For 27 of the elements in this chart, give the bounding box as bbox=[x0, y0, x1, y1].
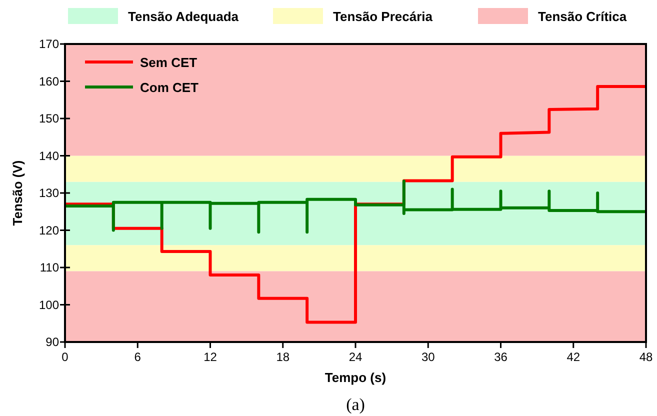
y-tick-label: 90 bbox=[46, 335, 60, 349]
y-axis-title: Tensão (V) bbox=[10, 160, 25, 226]
x-tick-label: 36 bbox=[494, 350, 508, 364]
y-tick-label: 140 bbox=[38, 148, 60, 163]
x-tick-label: 24 bbox=[348, 350, 362, 364]
legend-label: Tensão Adequada bbox=[128, 9, 240, 24]
y-tick-label: 150 bbox=[38, 112, 60, 126]
x-tick-label: 18 bbox=[276, 350, 290, 364]
legend-label: Com CET bbox=[140, 80, 199, 95]
line-series bbox=[65, 180, 646, 234]
y-tick-label: 170 bbox=[38, 37, 60, 51]
legend-label: Tensão Crítica bbox=[538, 9, 628, 24]
x-tick-label: 30 bbox=[421, 350, 436, 364]
x-tick-label: 0 bbox=[62, 350, 69, 364]
x-tick-label: 6 bbox=[134, 350, 142, 364]
x-tick-label: 42 bbox=[566, 350, 580, 364]
legend-label: Sem CET bbox=[140, 55, 198, 70]
text: (a) bbox=[346, 395, 365, 414]
legend-label: Tensão Precária bbox=[333, 9, 434, 24]
y-tick-label: 120 bbox=[38, 223, 60, 238]
x-tick-label: 12 bbox=[204, 350, 218, 364]
y-tick-label: 130 bbox=[38, 186, 60, 200]
x-tick-label: 48 bbox=[639, 350, 653, 364]
y-tick-label: 160 bbox=[38, 74, 60, 88]
y-tick-label: 110 bbox=[40, 260, 60, 274]
x-axis-title: Tempo (s) bbox=[324, 370, 386, 385]
y-tick-label: 100 bbox=[38, 298, 60, 312]
